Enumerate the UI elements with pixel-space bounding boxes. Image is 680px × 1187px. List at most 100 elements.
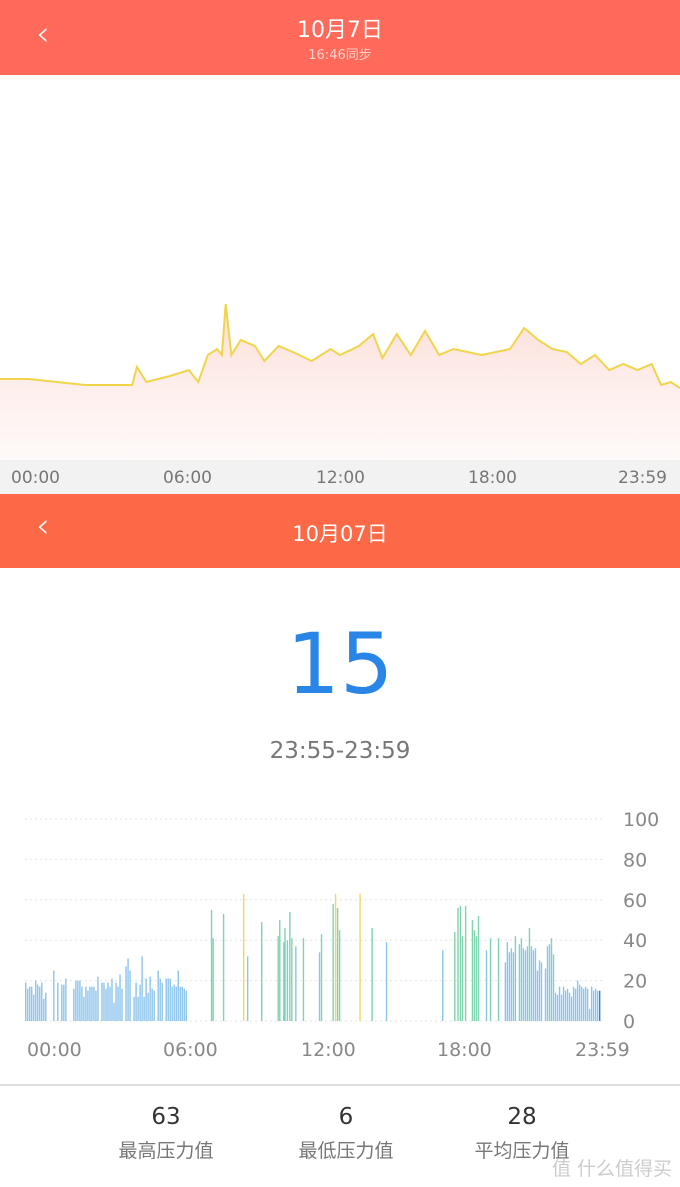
stress-bar[interactable] xyxy=(139,984,141,1021)
stress-bar[interactable] xyxy=(526,946,529,1021)
stress-bar[interactable] xyxy=(532,950,535,1021)
stress-bar[interactable] xyxy=(371,928,373,1021)
stress-bar[interactable] xyxy=(113,1002,115,1021)
stress-bar[interactable] xyxy=(570,996,573,1021)
stress-bar[interactable] xyxy=(554,992,557,1021)
chevron-left-icon[interactable]: ‹ xyxy=(36,506,50,546)
stress-bar[interactable] xyxy=(497,938,500,1021)
stress-bar[interactable] xyxy=(33,994,35,1021)
stress-bar[interactable] xyxy=(63,984,65,1021)
stress-bar[interactable] xyxy=(584,986,587,1021)
stress-bar[interactable] xyxy=(520,938,523,1021)
stress-bar[interactable] xyxy=(538,960,541,1021)
stress-bar[interactable] xyxy=(143,996,145,1021)
stress-bar[interactable] xyxy=(151,988,153,1021)
stress-bar[interactable] xyxy=(41,982,43,1021)
stress-bar[interactable] xyxy=(27,988,29,1021)
stress-bar[interactable] xyxy=(212,938,214,1021)
stress-bar[interactable] xyxy=(477,915,480,1021)
stress-bar[interactable] xyxy=(489,938,492,1021)
stress-bar[interactable] xyxy=(530,946,533,1021)
stress-bar[interactable] xyxy=(471,920,474,1021)
stress-bar[interactable] xyxy=(127,958,129,1021)
stress-bar[interactable] xyxy=(514,936,517,1021)
stress-bar[interactable] xyxy=(578,984,581,1021)
stress-bar[interactable] xyxy=(161,982,163,1021)
stress-bar[interactable] xyxy=(175,986,177,1021)
stress-bar[interactable] xyxy=(279,920,281,1021)
stress-bar[interactable] xyxy=(119,974,121,1021)
stress-bar[interactable] xyxy=(320,934,323,1021)
stress-bar[interactable] xyxy=(107,982,109,1021)
stress-bar[interactable] xyxy=(79,980,81,1021)
stress-bar[interactable] xyxy=(29,986,31,1021)
stress-bar[interactable] xyxy=(65,978,67,1021)
stress-bar[interactable] xyxy=(105,988,107,1021)
stress-bar[interactable] xyxy=(173,984,175,1021)
stress-bar[interactable] xyxy=(332,903,334,1021)
stress-bar[interactable] xyxy=(590,986,593,1021)
stress-bar[interactable] xyxy=(115,982,117,1021)
stress-bar[interactable] xyxy=(506,942,509,1021)
stress-bar[interactable] xyxy=(242,893,245,1021)
stress-bar[interactable] xyxy=(109,986,111,1021)
stress-bar[interactable] xyxy=(85,986,87,1021)
stress-bar[interactable] xyxy=(91,986,93,1021)
stress-bar[interactable] xyxy=(147,992,149,1021)
stress-bar[interactable] xyxy=(534,948,537,1021)
stress-bar[interactable] xyxy=(295,946,297,1021)
stress-bar[interactable] xyxy=(596,990,599,1021)
stress-bar[interactable] xyxy=(336,907,339,1021)
stress-bar[interactable] xyxy=(165,978,167,1021)
stress-bar[interactable] xyxy=(95,990,97,1021)
stress-bar[interactable] xyxy=(93,986,95,1021)
stress-bar[interactable] xyxy=(564,990,567,1021)
stress-bar[interactable] xyxy=(45,992,47,1021)
stress-bar[interactable] xyxy=(149,976,151,1021)
stress-bar[interactable] xyxy=(544,968,547,1021)
stress-bar[interactable] xyxy=(177,970,179,1022)
stress-bar[interactable] xyxy=(289,911,291,1021)
stress-bar[interactable] xyxy=(35,980,37,1021)
stress-bar[interactable] xyxy=(291,938,293,1021)
stress-bar[interactable] xyxy=(540,962,543,1021)
stress-bar[interactable] xyxy=(598,990,601,1021)
stress-bar[interactable] xyxy=(121,988,123,1021)
stress-bar[interactable] xyxy=(580,986,583,1021)
stress-bar[interactable] xyxy=(153,990,155,1021)
stress-bar[interactable] xyxy=(37,984,39,1021)
stress-bar[interactable] xyxy=(210,909,213,1021)
stress-bar[interactable] xyxy=(576,980,579,1021)
stress-bar[interactable] xyxy=(528,928,531,1021)
stress-bar[interactable] xyxy=(261,922,263,1021)
stress-bar[interactable] xyxy=(562,986,565,1021)
stress-bar[interactable] xyxy=(83,996,85,1021)
stress-bar[interactable] xyxy=(588,1008,591,1021)
stress-bar[interactable] xyxy=(81,986,83,1021)
stress-bar[interactable] xyxy=(61,984,63,1021)
stress-bar[interactable] xyxy=(473,930,476,1021)
stress-bar[interactable] xyxy=(167,978,169,1021)
stress-bar[interactable] xyxy=(179,986,181,1021)
stress-bar[interactable] xyxy=(459,905,462,1021)
stress-bar[interactable] xyxy=(185,990,187,1021)
stress-bar[interactable] xyxy=(111,978,113,1021)
stress-bar[interactable] xyxy=(141,956,143,1021)
stress-bar[interactable] xyxy=(457,907,459,1021)
stress-bar[interactable] xyxy=(31,986,33,1021)
stress-bar[interactable] xyxy=(89,986,91,1021)
stress-bar[interactable] xyxy=(586,988,589,1021)
stress-bar[interactable] xyxy=(442,950,444,1021)
stress-bar[interactable] xyxy=(181,986,183,1021)
stress-bar[interactable] xyxy=(582,988,585,1021)
stress-bar[interactable] xyxy=(552,954,555,1021)
stress-bar[interactable] xyxy=(508,952,511,1021)
stress-bar[interactable] xyxy=(475,936,478,1021)
stress-bar[interactable] xyxy=(592,990,595,1021)
stress-bar[interactable] xyxy=(101,982,103,1021)
stress-bar[interactable] xyxy=(145,978,147,1021)
stress-bar[interactable] xyxy=(43,998,45,1021)
stress-bar[interactable] xyxy=(504,962,507,1021)
stress-bar[interactable] xyxy=(524,950,527,1021)
stress-bar[interactable] xyxy=(556,994,559,1021)
